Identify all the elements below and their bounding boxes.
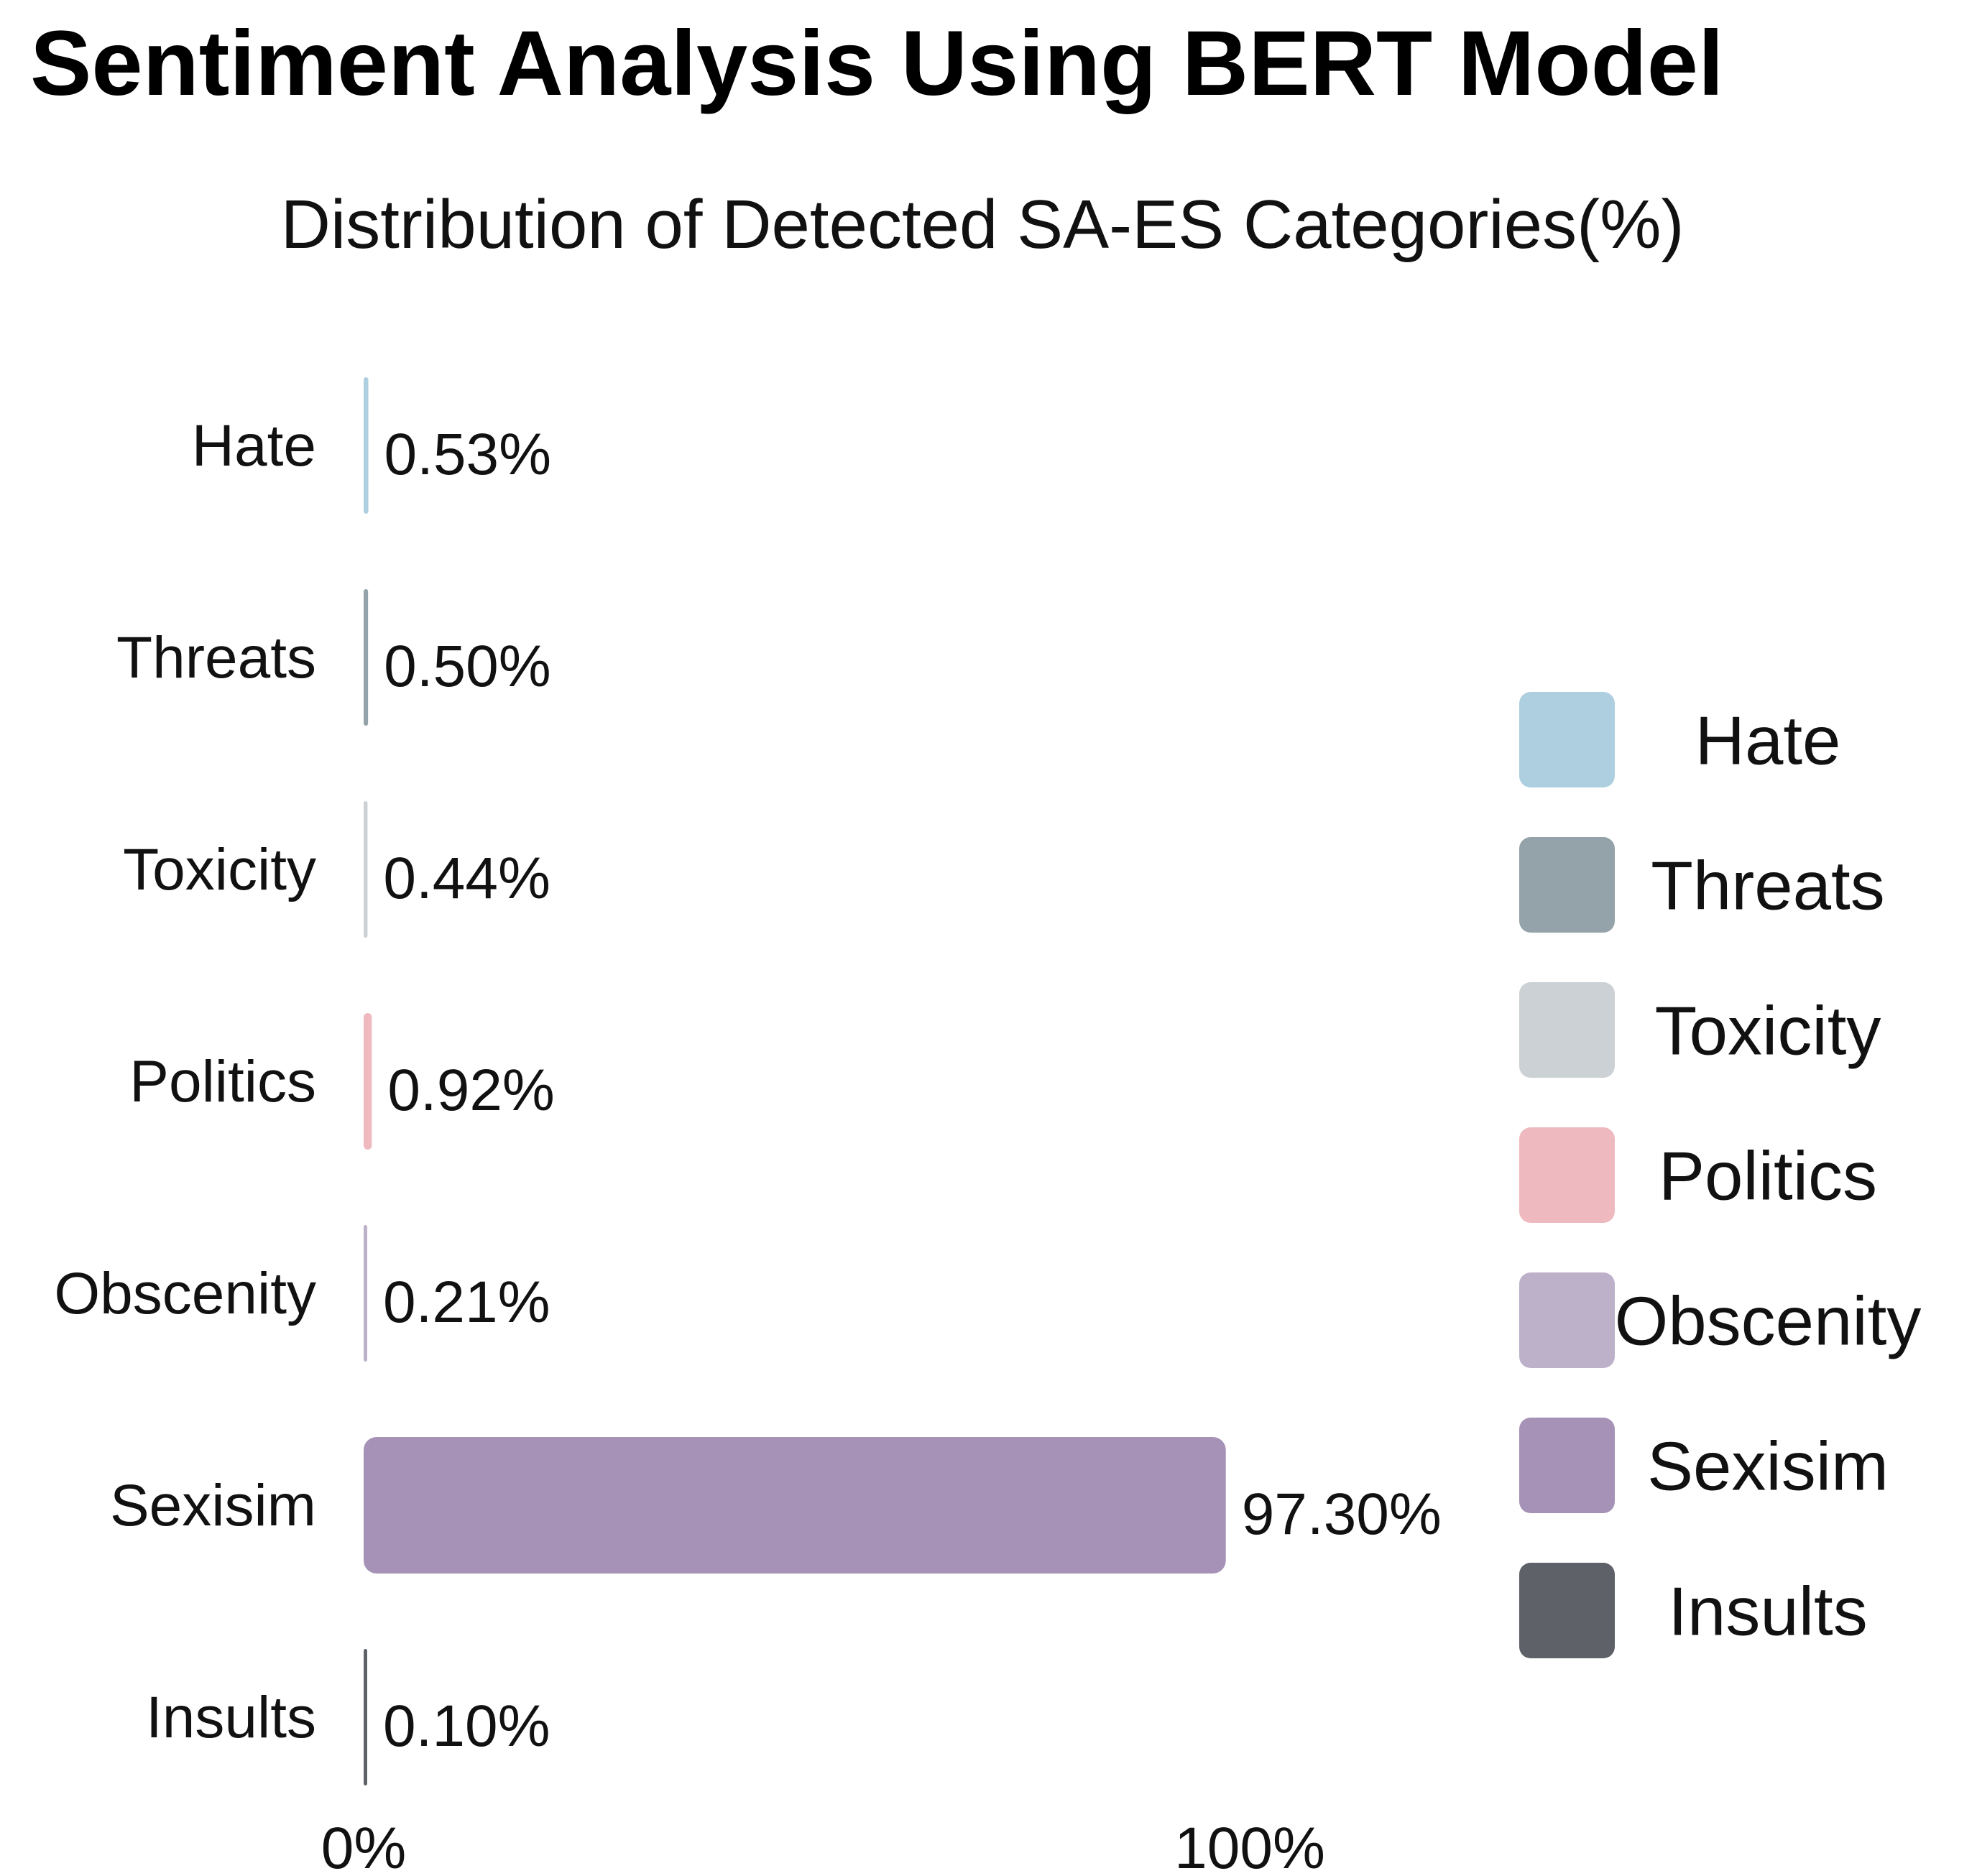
value-label-insults: 0.10%	[383, 1694, 550, 1759]
legend-swatch-sexisim	[1519, 1418, 1615, 1513]
x-tick-label: 0%	[321, 1816, 407, 1876]
value-label-threats: 0.50%	[384, 634, 551, 699]
category-label-toxicity: Toxicity	[123, 837, 316, 902]
bar-obscenity	[364, 1225, 367, 1362]
bars-group: Hate 0.53% Threats 0.50% Toxicity 0.44% Politi…	[54, 377, 1442, 1876]
value-label-obscenity: 0.21%	[383, 1270, 550, 1335]
value-label-toxicity: 0.44%	[383, 846, 550, 911]
legend-swatch-toxicity	[1519, 982, 1615, 1078]
bar-sexisim	[364, 1437, 1226, 1574]
chart-subtitle: Distribution of Detected SA-ES Categorie…	[281, 186, 1685, 263]
bar-politics	[364, 1013, 372, 1150]
bar-hate	[364, 377, 369, 514]
category-label-insults: Insults	[146, 1685, 316, 1750]
legend-label-insults: Insults	[1668, 1574, 1867, 1650]
legend-swatch-threats	[1519, 837, 1615, 933]
value-label-sexisim: 97.30%	[1242, 1482, 1442, 1547]
legend-swatch-insults	[1519, 1563, 1615, 1658]
chart-title: Sentiment Analysis Using BERT Model	[30, 12, 1724, 115]
legend-swatch-politics	[1519, 1127, 1615, 1223]
category-label-threats: Threats	[116, 625, 316, 690]
value-label-hate: 0.53%	[384, 422, 552, 487]
category-label-hate: Hate	[192, 413, 316, 479]
bar-threats	[364, 589, 369, 726]
legend-label-obscenity: Obscenity	[1615, 1283, 1922, 1360]
bar-toxicity	[364, 801, 368, 938]
legend-label-toxicity: Toxicity	[1655, 993, 1881, 1070]
legend-swatch-obscenity	[1519, 1272, 1615, 1368]
legend-swatch-hate	[1519, 692, 1615, 787]
bar-insults	[364, 1649, 367, 1785]
x-tick-label: 100%	[1174, 1816, 1325, 1876]
legend-label-sexisim: Sexisim	[1647, 1428, 1889, 1505]
legend-label-hate: Hate	[1695, 703, 1841, 780]
value-label-politics: 0.92%	[387, 1058, 555, 1123]
legend-label-threats: Threats	[1651, 848, 1884, 925]
category-label-politics: Politics	[129, 1049, 316, 1114]
category-label-sexisim: Sexisim	[110, 1473, 316, 1538]
legend-label-politics: Politics	[1659, 1138, 1877, 1215]
legend: Hate Threats Toxicity Politics Obscenity Sexi…	[1519, 692, 1921, 1658]
category-label-obscenity: Obscenity	[54, 1261, 316, 1326]
